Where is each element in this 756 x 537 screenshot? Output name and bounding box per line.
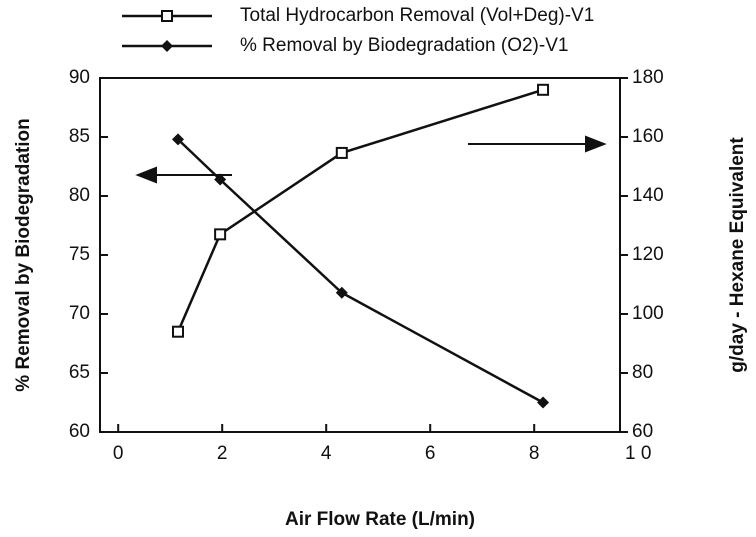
x-tick-label: 2 bbox=[217, 443, 228, 464]
y-tick-label: 60 bbox=[69, 421, 90, 442]
y-tick-label: 90 bbox=[69, 67, 90, 88]
y2-tick-label: 100 bbox=[632, 303, 664, 324]
y-tick-label: 85 bbox=[69, 126, 90, 147]
x-tick-label: 1 0 bbox=[625, 443, 651, 464]
y2-tick-label: 60 bbox=[632, 421, 653, 442]
series-line bbox=[176, 88, 544, 333]
y2-axis-label: g/day - Hexane Equivalent bbox=[727, 137, 748, 373]
x-tick-label: 8 bbox=[529, 443, 540, 464]
y-axis-label: % Removal by Biodegradation bbox=[13, 118, 34, 391]
y2-tick-label: 80 bbox=[632, 362, 653, 383]
plot-frame bbox=[99, 77, 621, 433]
x-axis-label: Air Flow Rate (L/min) bbox=[285, 509, 475, 530]
legend-label: Total Hydrocarbon Removal (Vol+Deg)-V1 bbox=[240, 5, 594, 26]
x-tick-label: 6 bbox=[425, 443, 436, 464]
data-point bbox=[537, 396, 550, 409]
data-point bbox=[335, 146, 348, 159]
legend-label: % Removal by Biodegradation (O2)-V1 bbox=[240, 35, 568, 56]
y2-tick-label: 160 bbox=[632, 126, 664, 147]
x-tick-label: 4 bbox=[321, 443, 332, 464]
legend-marker bbox=[161, 10, 173, 22]
data-point bbox=[214, 228, 227, 241]
y2-tick-label: 180 bbox=[632, 67, 664, 88]
data-point bbox=[537, 83, 550, 96]
data-point bbox=[214, 173, 227, 186]
y-tick-label: 75 bbox=[69, 244, 90, 265]
y-tick-label: 80 bbox=[69, 185, 90, 206]
annotation-arrows bbox=[135, 135, 607, 184]
legend-marker bbox=[161, 40, 173, 52]
y2-tick-label: 120 bbox=[632, 244, 664, 265]
data-point bbox=[172, 325, 184, 338]
y-tick-label: 65 bbox=[69, 362, 90, 383]
y2-tick-label: 140 bbox=[632, 185, 664, 206]
data-point bbox=[335, 286, 348, 299]
series-line bbox=[177, 138, 544, 404]
data-point bbox=[172, 133, 184, 146]
x-tick-label: 0 bbox=[113, 443, 124, 464]
y-tick-label: 70 bbox=[69, 303, 90, 324]
